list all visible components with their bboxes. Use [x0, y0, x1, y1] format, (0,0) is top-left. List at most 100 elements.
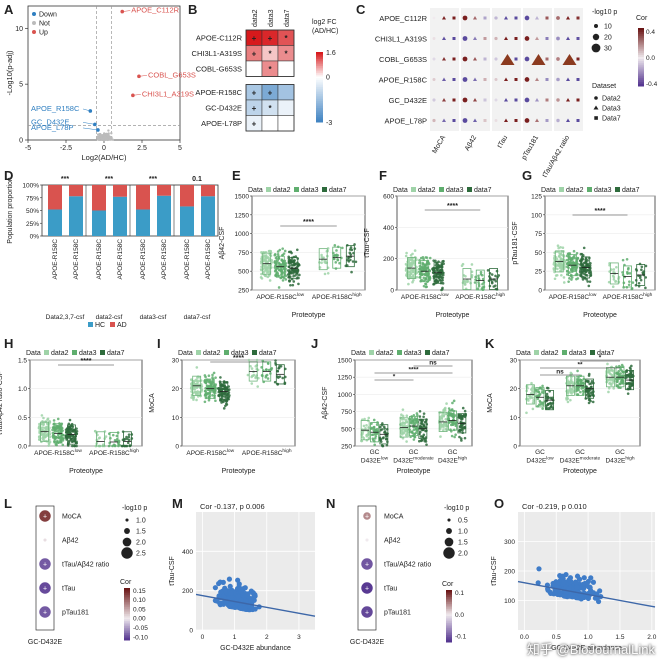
dotmatrix-dot — [524, 36, 530, 41]
scatter-point — [236, 581, 242, 587]
x-axis-label: Proteotype — [222, 468, 256, 475]
legend-label: data3 — [301, 187, 319, 194]
data-point — [117, 442, 120, 446]
data-point — [422, 433, 426, 437]
data-point — [576, 377, 580, 381]
data-point — [75, 427, 78, 430]
legend-label: Up — [39, 30, 48, 37]
colorbar-segment — [316, 101, 323, 104]
legend-marker — [32, 12, 36, 16]
dotmatrix-dot — [524, 118, 530, 123]
data-point — [281, 260, 285, 263]
y-axis-label: Aβ42-CSF — [322, 387, 329, 420]
data-point — [424, 277, 428, 281]
data-point — [335, 249, 338, 252]
data-point — [637, 281, 641, 285]
data-point — [612, 268, 616, 271]
dotmatrix-triangle — [566, 118, 570, 122]
data-point — [423, 439, 427, 443]
colorbar-segment — [446, 596, 452, 600]
data-point — [276, 266, 279, 270]
colorbar-segment — [124, 638, 130, 641]
data-point — [460, 428, 463, 431]
data-point — [411, 419, 414, 423]
heatmap-column-label: data2 — [252, 9, 259, 27]
data-point — [54, 430, 57, 433]
data-point — [260, 272, 263, 276]
data-point — [490, 281, 494, 285]
legend-label: data3 — [231, 350, 249, 357]
data-point — [417, 270, 421, 273]
data-point — [608, 372, 612, 375]
data-point — [436, 262, 439, 266]
legend-label: Not — [39, 21, 50, 28]
y-tick-label: 75 — [535, 231, 543, 238]
bar-ad — [48, 185, 62, 210]
dot-column-row-label: MoCA — [62, 514, 82, 521]
data-point — [619, 368, 622, 371]
data-point — [566, 392, 570, 395]
x-tick-label: 0.5 — [552, 634, 561, 641]
y-tick-label: 1250 — [235, 212, 250, 219]
x-category-label: APOE-R158Chigh — [312, 292, 362, 301]
colorbar-segment — [446, 635, 452, 638]
colorbar-segment — [124, 636, 130, 639]
data-point — [418, 261, 421, 265]
point-label: APOE_C112R — [131, 6, 179, 15]
dotmatrix-square — [576, 57, 580, 61]
size-legend-dot — [121, 547, 133, 559]
data-point — [461, 262, 465, 266]
dotmatrix-triangle — [566, 36, 570, 40]
data-point — [607, 390, 610, 394]
y-tick-label: 50 — [535, 250, 543, 257]
y-tick-label: 200 — [182, 588, 193, 595]
legend-marker — [294, 187, 299, 192]
data-point — [121, 438, 125, 442]
panel-label: M — [172, 496, 183, 511]
colorbar-segment — [638, 78, 644, 81]
data-point — [194, 385, 197, 388]
data-point — [409, 435, 412, 439]
data-point — [286, 273, 290, 276]
colorbar-title: log2 FC — [312, 19, 337, 26]
dotmatrix-dot — [494, 77, 498, 82]
colorbar-segment — [446, 612, 452, 615]
x-axis-label: Log2(AD/HC) — [81, 153, 127, 162]
data-point — [348, 251, 352, 255]
x-tick-label: -5 — [25, 145, 31, 152]
y-tick-label: 5 — [19, 82, 23, 89]
data-point — [568, 388, 572, 392]
colorbar-segment — [316, 115, 323, 118]
panel-label: O — [494, 496, 505, 511]
data-point — [458, 425, 462, 429]
data-point — [620, 363, 624, 367]
data-point — [61, 443, 65, 447]
dotmatrix-panel — [523, 8, 552, 131]
data-point — [267, 274, 271, 277]
legend-marker — [32, 21, 36, 25]
y-tick-label: 10 — [15, 26, 23, 33]
volcano-point — [104, 136, 107, 139]
data-point — [439, 425, 443, 429]
data-point — [190, 390, 193, 393]
data-point — [571, 261, 575, 265]
significance-label: **** — [303, 219, 314, 226]
colorbar-segment — [446, 614, 452, 617]
dotmatrix-square — [576, 98, 580, 102]
legend-marker — [397, 350, 402, 355]
colorbar-segment — [638, 28, 644, 31]
scatter-point — [574, 584, 580, 590]
dotmatrix-dot — [462, 77, 468, 82]
x-tick-label: 3 — [297, 634, 301, 641]
colorbar-segment — [446, 593, 452, 596]
x-category-label: D432Ehigh — [438, 456, 467, 465]
data-point — [452, 399, 456, 403]
colorbar-segment — [638, 60, 644, 64]
data-point — [454, 414, 457, 417]
data-point — [250, 367, 254, 370]
data-point — [276, 250, 280, 253]
box — [109, 431, 119, 447]
dotmatrix-square — [576, 78, 580, 81]
legend-marker — [72, 350, 77, 355]
data-point — [266, 260, 269, 264]
